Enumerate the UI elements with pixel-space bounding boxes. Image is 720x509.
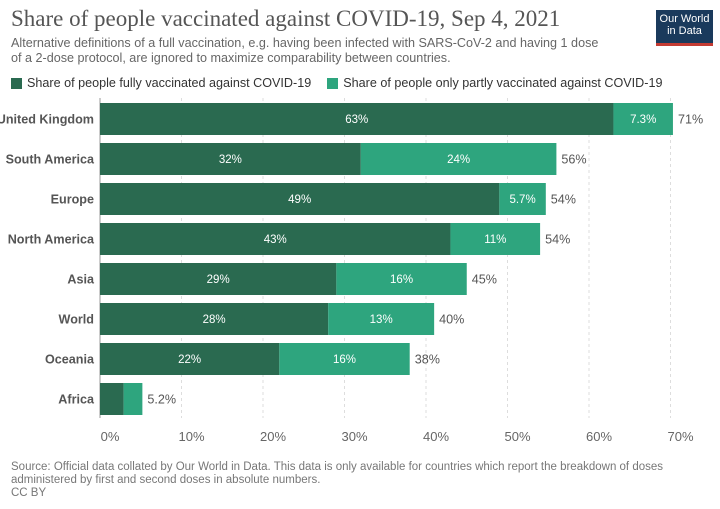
legend-item-full[interactable]: Share of people fully vaccinated against…: [11, 76, 311, 90]
total-label: 40%: [439, 313, 464, 327]
bar-segment[interactable]: [328, 303, 435, 335]
total-label: 71%: [678, 113, 703, 127]
bar-segment[interactable]: [360, 143, 557, 175]
bar-segment[interactable]: [100, 303, 329, 335]
legend-item-partial[interactable]: Share of people only partly vaccinated a…: [327, 76, 662, 90]
bar-segment[interactable]: [613, 103, 673, 135]
bar-value-label: 32%: [219, 154, 242, 166]
bar-value-label: 7.3%: [630, 114, 656, 126]
x-tick-label: 50%: [504, 429, 530, 444]
license: CC BY: [11, 487, 47, 499]
legend-swatch: [11, 77, 22, 89]
legend-label: Share of people fully vaccinated against…: [27, 76, 312, 90]
bar-segment[interactable]: [100, 263, 337, 295]
category-label: Africa: [58, 393, 95, 407]
category-label: United Kingdom: [0, 113, 94, 127]
category-label: Europe: [51, 193, 94, 207]
bar-segment[interactable]: [100, 183, 500, 215]
total-label: 38%: [415, 353, 440, 367]
bar-value-label: 5.7%: [509, 194, 535, 206]
legend-label: Share of people only partly vaccinated a…: [343, 76, 663, 90]
category-label: World: [59, 313, 94, 327]
bar-segment[interactable]: [100, 143, 361, 175]
bar-value-label: 24%: [447, 154, 470, 166]
bar-segment[interactable]: [100, 223, 451, 255]
bar-segment[interactable]: [450, 223, 541, 255]
bar-value-label: 16%: [333, 354, 356, 366]
legend: Share of people fully vaccinated against…: [11, 76, 662, 90]
bar-value-label: 43%: [264, 234, 287, 246]
total-label: 5.2%: [147, 393, 176, 407]
x-tick-label: 30%: [341, 429, 367, 444]
x-tick-label: 70%: [667, 429, 693, 444]
category-label: North America: [8, 233, 95, 247]
bar-segment[interactable]: [100, 383, 124, 415]
source-note: Source: Official data collated by Our Wo…: [11, 461, 711, 500]
chart-subtitle: Alternative definitions of a full vaccin…: [11, 36, 599, 65]
logo-line1: Our World: [659, 13, 710, 25]
bar-segment[interactable]: [100, 343, 280, 375]
source-text: Source: Official data collated by Our Wo…: [11, 461, 664, 486]
total-label: 56%: [561, 153, 586, 167]
bar-value-label: 16%: [390, 274, 413, 286]
bar-segment[interactable]: [100, 103, 614, 135]
bar-value-label: 28%: [203, 314, 226, 326]
x-tick-label: 20%: [260, 429, 286, 444]
legend-swatch: [327, 77, 339, 89]
logo-line2: in Data: [667, 25, 702, 37]
bar-segment[interactable]: [336, 263, 467, 295]
bar-value-label: 13%: [370, 314, 393, 326]
category-label: Oceania: [45, 353, 95, 367]
bar-value-label: 11%: [484, 234, 506, 246]
bar-value-label: 29%: [207, 274, 230, 286]
chart-title: Share of people vaccinated against COVID…: [11, 6, 561, 31]
total-label: 45%: [472, 273, 497, 287]
total-label: 54%: [545, 233, 570, 247]
bar-value-label: 49%: [288, 194, 311, 206]
bar-value-label: 22%: [178, 354, 201, 366]
category-label: Asia: [67, 273, 95, 287]
bar-segment[interactable]: [279, 343, 410, 375]
owid-logo[interactable]: Our World in Data: [656, 10, 713, 46]
x-tick-label: 40%: [423, 429, 449, 444]
bar-value-label: 63%: [345, 114, 368, 126]
x-tick-label: 0%: [101, 429, 120, 444]
bar-segment[interactable]: [123, 383, 143, 415]
x-tick-label: 10%: [178, 429, 204, 444]
category-label: South America: [6, 153, 95, 167]
x-tick-label: 60%: [586, 429, 612, 444]
bar-segment[interactable]: [499, 183, 546, 215]
total-label: 54%: [551, 193, 576, 207]
